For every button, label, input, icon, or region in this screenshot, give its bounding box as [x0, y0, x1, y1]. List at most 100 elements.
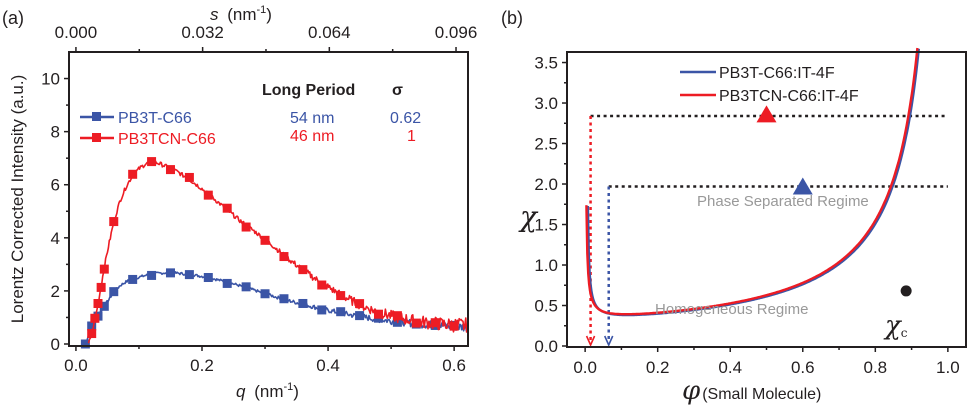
x-tick-label-a: 0.2 [190, 356, 214, 375]
data-marker-pb3tcn-c66 [93, 299, 103, 309]
chi-c-label: χc [883, 311, 908, 341]
legend-entry-pb3tcn-c66: PB3TCN-C66 46 nm 1 [80, 128, 416, 148]
x-tick-label-b: 0.0 [573, 358, 597, 377]
x-tick-label-b: 1.0 [936, 358, 960, 377]
data-marker-pb3t-c66 [184, 270, 194, 280]
legend-marker-blue [92, 112, 101, 121]
panel-label-a: (a) [2, 8, 24, 28]
data-marker-pb3t-c66 [260, 289, 270, 299]
x-axis-label-a: q (nm-1) [236, 381, 299, 401]
data-marker-pb3t-c66 [109, 287, 119, 297]
y-tick-label-b: 1.0 [534, 256, 558, 275]
x-tick-label-b: 0.4 [718, 358, 742, 377]
legend-marker-red [92, 133, 101, 142]
x-tick-label-b: 0.2 [646, 358, 670, 377]
panel-b-chart: 0.0 0.5 1.0 1.5 2.0 2.5 3.0 3.5 0.0 0.2 0.4 0.6 0.8 1… [518, 47, 967, 406]
data-marker-pb3tcn-c66 [184, 172, 194, 182]
data-marker-pb3tcn-c66 [96, 282, 106, 292]
data-marker-pb3t-c66 [279, 294, 289, 304]
y-tick-label-a: 0 [51, 335, 60, 354]
series-line-pb3tcn-c66 [87, 159, 468, 344]
data-marker-pb3tcn-c66 [109, 217, 119, 227]
x-tick-label-a: 0.6 [442, 356, 466, 375]
data-marker-pb3t-c66 [241, 282, 251, 292]
x-tick-label-a: 0.4 [316, 356, 340, 375]
y-tick-label-b: 2.0 [534, 175, 558, 194]
y-tick-label-a: 10 [41, 70, 60, 89]
legend-a: Long Period σ PB3T-C66 54 nm 0.62 PB3TCN… [80, 82, 421, 148]
data-marker-pb3t-c66 [355, 311, 365, 321]
data-marker-pb3t-c66 [336, 307, 346, 317]
data-marker-pb3tcn-c66 [165, 165, 175, 175]
data-marker-pb3t-c66 [99, 301, 109, 311]
data-marker-pb3tcn-c66 [99, 264, 109, 274]
data-marker-pb3t-c66 [298, 298, 308, 308]
data-marker-pb3tcn-c66 [317, 280, 327, 290]
sigma-pb3t-c66: 0.62 [390, 110, 421, 127]
legend-label-pb3t-c66-it-4f: PB3T-C66:IT-4F [719, 65, 835, 82]
data-marker-pb3tcn-c66 [260, 235, 270, 245]
y-tick-label-b: 1.5 [534, 216, 558, 235]
y-tick-label-b: 0.5 [534, 297, 558, 316]
data-marker-pb3tcn-c66 [336, 291, 346, 301]
panel-a-frame [68, 51, 469, 347]
x-tick-label-b: 0.8 [863, 358, 887, 377]
x-axis-label-b: φ (Small Molecule) [682, 376, 821, 406]
series-line-pb3t-c66 [84, 270, 468, 345]
phase-separated-label: Phase Separated Regime [697, 193, 869, 210]
data-marker-pb3tcn-c66 [147, 157, 157, 167]
data-marker-pb3t-c66 [80, 339, 90, 349]
y-tick-label-a: 2 [51, 282, 60, 301]
data-marker-pb3tcn-c66 [373, 309, 383, 319]
data-marker-pb3tcn-c66 [128, 169, 138, 179]
long-period-pb3tcn-c66: 46 nm [290, 128, 334, 145]
data-marker-pb3tcn-c66 [449, 321, 459, 331]
legend-header-sigma: σ [392, 82, 403, 99]
blue-triangle [792, 177, 813, 195]
y-tick-label-b: 2.5 [534, 135, 558, 154]
legend-b: PB3T-C66:IT-4F PB3TCN-C66:IT-4F [680, 65, 859, 105]
data-marker-pb3t-c66 [203, 273, 213, 283]
legend-entry-pb3t-c66: PB3T-C66 54 nm 0.62 [80, 110, 421, 127]
top-tick-label-a: 0.096 [435, 23, 478, 42]
y-tick-label-a: 8 [51, 123, 60, 142]
top-axis-label: s (nm-1) [210, 4, 272, 24]
legend-label-pb3t-c66: PB3T-C66 [118, 110, 192, 127]
data-marker-pb3tcn-c66 [87, 329, 97, 339]
panel-label-b: (b) [501, 8, 523, 28]
legend-header-long-period: Long Period [262, 82, 355, 99]
x-tick-label-a: 0.0 [64, 356, 88, 375]
red-drop-arrow-head [585, 335, 596, 347]
y-axis-label-a: Lorentz Corrected Intensity (a.u.) [8, 75, 27, 324]
y-tick-label-a: 4 [51, 229, 60, 248]
data-marker-pb3tcn-c66 [90, 313, 100, 323]
data-marker-pb3t-c66 [165, 268, 175, 278]
y-tick-label-a: 6 [51, 176, 60, 195]
data-marker-pb3tcn-c66 [203, 190, 213, 200]
data-marker-pb3tcn-c66 [411, 318, 421, 328]
blue-drop-arrow-head [603, 335, 614, 347]
critical-point [900, 285, 912, 297]
x-tick-label-b: 0.6 [791, 358, 815, 377]
y-tick-label-b: 3.0 [534, 94, 558, 113]
homogeneous-label: Homogeneous Regime [655, 301, 808, 318]
data-marker-pb3tcn-c66 [241, 222, 251, 232]
top-tick-label-a: 0.064 [308, 23, 351, 42]
data-marker-pb3tcn-c66 [430, 318, 440, 328]
data-marker-pb3tcn-c66 [298, 265, 308, 275]
data-marker-pb3t-c66 [222, 278, 232, 288]
legend-label-pb3tcn-c66: PB3TCN-C66 [118, 131, 216, 148]
red-triangle [756, 105, 777, 123]
data-marker-pb3tcn-c66 [392, 311, 402, 321]
data-marker-pb3t-c66 [87, 321, 97, 331]
spinodal-curve-pb3tcn-c66-it-4f [585, 47, 919, 316]
data-marker-pb3tcn-c66 [279, 252, 289, 262]
data-marker-pb3t-c66 [147, 270, 157, 280]
data-marker-pb3t-c66 [317, 305, 327, 315]
data-marker-pb3tcn-c66 [222, 203, 232, 213]
data-marker-pb3t-c66 [128, 274, 138, 284]
top-tick-label-a: 0.032 [181, 23, 224, 42]
data-marker-pb3tcn-c66 [355, 299, 365, 309]
